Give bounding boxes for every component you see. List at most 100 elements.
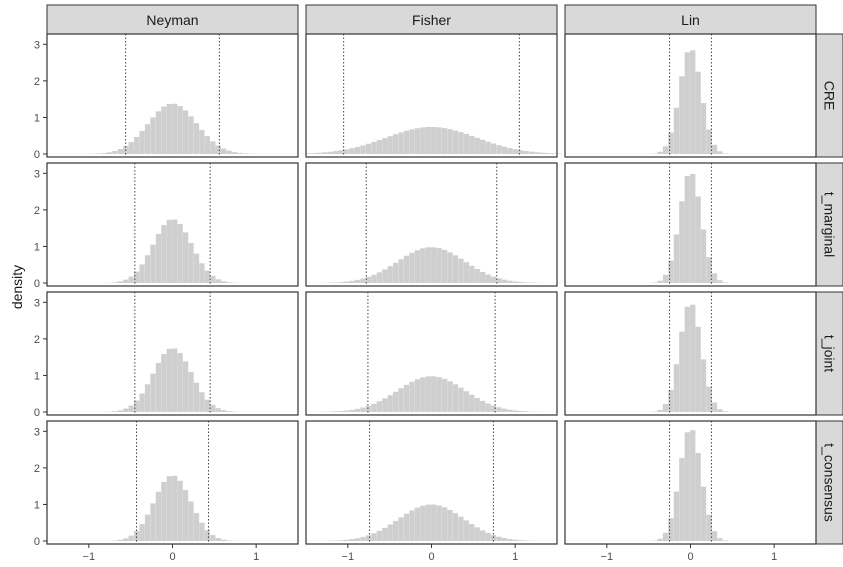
histogram-bar [490, 276, 497, 283]
column-strip-neyman [46, 4, 299, 35]
y-tick-label: 1 [34, 370, 40, 382]
histogram-bar [177, 106, 183, 154]
histogram-bar [673, 491, 680, 541]
histogram-bar [349, 539, 355, 541]
histogram-bar [382, 398, 388, 412]
histogram-bar [474, 527, 480, 541]
histogram-bar [139, 524, 145, 541]
histogram-bar [344, 149, 350, 154]
histogram-bar [354, 538, 361, 541]
x-tick-label: −1 [83, 551, 96, 563]
histogram-bar [387, 136, 393, 154]
panel-border [305, 162, 558, 287]
histogram-bar [657, 409, 663, 412]
y-tick-label: 3 [34, 297, 40, 309]
histogram-bar [210, 404, 216, 412]
histogram-bar [458, 258, 464, 283]
y-tick-label: 1 [34, 241, 40, 253]
histogram-bar [199, 392, 205, 412]
histogram-bar [215, 145, 221, 154]
histogram-bar [128, 535, 134, 541]
panel-cre-fisher [305, 33, 562, 158]
histogram-bar [474, 137, 480, 154]
histogram-bar [490, 535, 497, 541]
column-strip-lin [564, 4, 817, 35]
histogram-bar [393, 520, 399, 541]
histogram-bar [711, 531, 718, 541]
histogram-bar [512, 539, 518, 541]
row-strip-label-t-consensus: t_consensus [822, 443, 838, 522]
histogram-bar [349, 409, 355, 412]
histogram-bar [662, 532, 669, 541]
histogram-bar [480, 139, 486, 154]
histogram-bar [657, 151, 663, 154]
histogram-bar [652, 282, 658, 283]
y-tick-label: 1 [34, 112, 40, 124]
histogram-bar [711, 144, 718, 154]
histogram-bar [425, 376, 431, 412]
histogram-bar [128, 405, 134, 412]
histogram-bar [523, 540, 529, 541]
histogram-bar [496, 536, 502, 541]
histogram-bar [452, 255, 459, 283]
histogram-bar [414, 128, 421, 154]
histogram-bar [722, 282, 728, 283]
histogram-bar [668, 518, 674, 541]
x-tick-label: −1 [342, 551, 355, 563]
histogram-bar [447, 129, 453, 154]
panel-cre-lin [564, 33, 821, 158]
histogram-bar [485, 532, 491, 541]
histogram-bar [382, 269, 388, 283]
histogram-bar [706, 386, 712, 412]
histogram-bar [161, 354, 167, 412]
histogram-bar [371, 533, 377, 541]
histogram-bar [414, 250, 421, 283]
histogram-bar [333, 151, 339, 154]
histogram-bar [501, 146, 508, 154]
histogram-bar [204, 136, 210, 154]
histogram-bar [458, 516, 464, 541]
histogram-bar [371, 403, 377, 412]
panel-cre-neyman: 0 1 2 3 [34, 33, 303, 161]
histogram-bar [679, 76, 685, 154]
histogram-bar [155, 491, 162, 541]
histogram-bar [447, 509, 453, 541]
histogram-bar [431, 376, 437, 412]
histogram-bar [518, 150, 524, 154]
panel-t-marginal-lin [564, 162, 821, 287]
panel-t-joint-neyman: 0 1 2 3 [34, 291, 303, 419]
histogram-bar [668, 389, 674, 412]
panel-t-joint-fisher [305, 291, 562, 416]
histogram-bar [398, 517, 404, 541]
histogram-bar [221, 148, 227, 154]
y-tick-label: 0 [34, 149, 40, 161]
histogram-bar [306, 153, 312, 154]
histogram-bar [436, 505, 442, 541]
histogram-bar [507, 148, 513, 154]
histogram-bar [221, 539, 227, 541]
histogram-bar [354, 146, 361, 154]
histogram-bar [221, 281, 227, 283]
histogram-bar [193, 253, 200, 283]
row-strip-cre [815, 33, 843, 158]
histogram-bar [338, 540, 344, 541]
histogram-bar [193, 512, 200, 541]
histogram-bar [231, 152, 238, 154]
y-tick-label: 0 [34, 278, 40, 290]
histogram-bar [106, 152, 113, 154]
histogram-bar [123, 408, 129, 412]
row-strip-label-cre: CRE [822, 81, 838, 111]
histogram-bar [221, 410, 227, 412]
histogram-bar [420, 377, 426, 412]
y-tick-label: 0 [34, 407, 40, 419]
y-tick-label: 0 [34, 536, 40, 548]
histogram-bar [485, 141, 491, 154]
histogram-bar [166, 103, 172, 154]
histogram-bar [204, 399, 210, 412]
histogram-bar [403, 384, 410, 412]
histogram-bar [128, 276, 134, 283]
histogram-bar [210, 535, 216, 541]
histogram-bar [360, 278, 366, 283]
histogram-bar [507, 409, 513, 412]
